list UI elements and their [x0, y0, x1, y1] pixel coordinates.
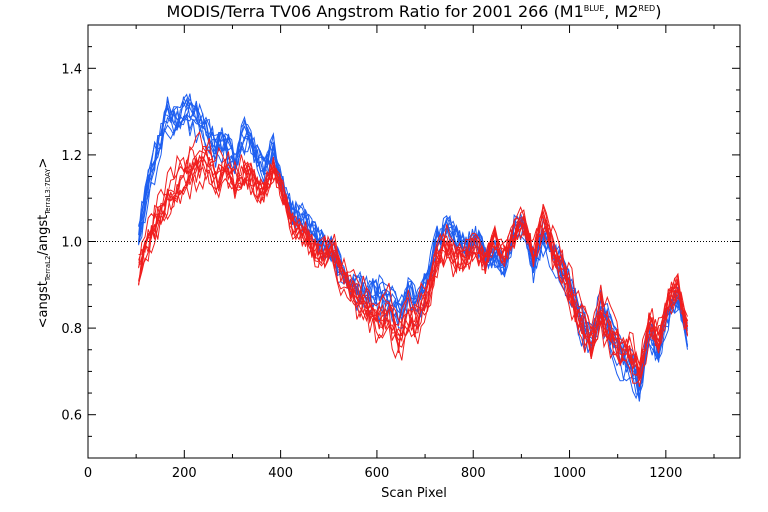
red-series-curve — [138, 156, 688, 377]
x-tick-label: 0 — [84, 466, 92, 481]
y-tick-label: 1.0 — [61, 236, 82, 251]
red-series-curve — [138, 158, 688, 387]
x-tick-label: 1000 — [553, 466, 586, 481]
plot-frame — [87, 24, 741, 459]
blue-series-curve — [138, 115, 688, 395]
y-axis-ticks: 0.6 0.8 1.0 1.2 1.4 — [61, 46, 740, 437]
x-tick-label: 600 — [365, 466, 390, 481]
y-tick-label: 1.4 — [61, 62, 82, 77]
blue-series-curve — [138, 113, 688, 400]
y-tick-label: 0.6 — [61, 409, 82, 424]
plot-lines — [138, 93, 688, 402]
x-tick-label: 200 — [172, 466, 197, 481]
x-axis-ticks: 0 200 400 600 800 1000 1200 — [84, 25, 715, 481]
red-series-curve — [138, 156, 688, 382]
x-tick-label: 800 — [461, 466, 486, 481]
y-axis-label: <angstTerraL2/angstTerraL3:7DAY> — [36, 158, 52, 329]
x-tick-label: 1200 — [649, 466, 682, 481]
blue-series-curve — [138, 93, 688, 379]
chart-title: MODIS/Terra TV06 Angstrom Ratio for 2001… — [167, 2, 662, 21]
x-tick-label: 400 — [268, 466, 293, 481]
red-series-curve — [138, 169, 688, 384]
y-tick-label: 0.8 — [61, 322, 82, 337]
red-series-curve — [138, 131, 688, 372]
y-tick-label: 1.2 — [61, 149, 82, 164]
x-axis-label: Scan Pixel — [381, 486, 447, 501]
